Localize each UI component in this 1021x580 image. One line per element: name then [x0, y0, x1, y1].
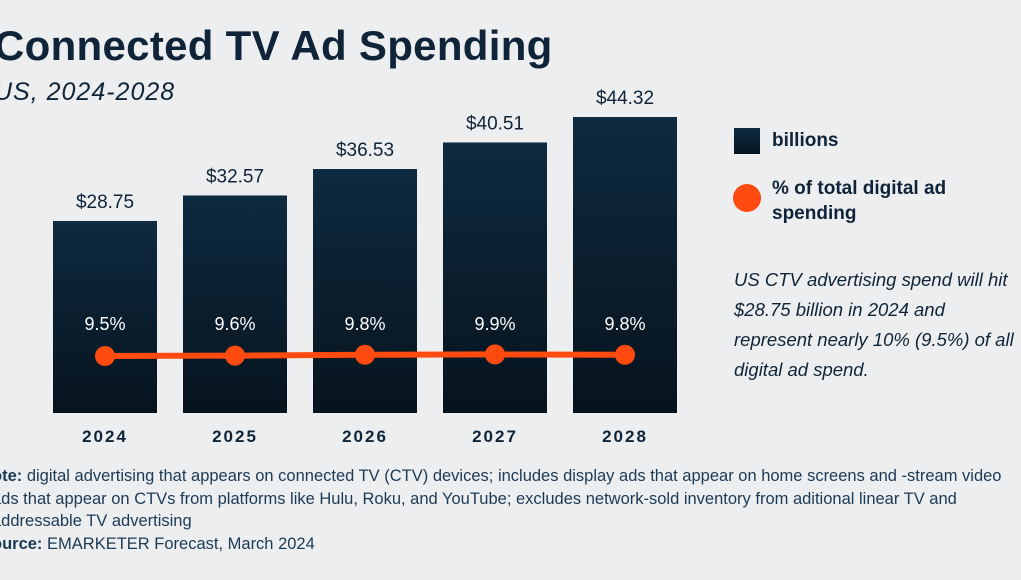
- pct-value-label: 9.9%: [474, 314, 515, 334]
- note-label: ote:: [0, 467, 23, 485]
- chart-title: Connected TV Ad Spending: [0, 22, 553, 69]
- pct-value-label: 9.6%: [214, 314, 255, 334]
- x-tick-label: 2026: [342, 427, 388, 446]
- legend-dot-swatch: [733, 184, 761, 212]
- footnotes: ote: digital advertising that appears on…: [0, 465, 1021, 555]
- source-label: ource:: [0, 534, 43, 553]
- bar: [313, 169, 417, 413]
- note-text: digital advertising that appears on conn…: [0, 467, 1002, 530]
- pct-value-label: 9.8%: [604, 314, 645, 334]
- pct-point: [355, 344, 375, 365]
- bar: [443, 142, 547, 413]
- pct-point: [225, 345, 245, 366]
- pct-point: [95, 346, 115, 366]
- bar-chart: $28.75 $32.57 $36.53 $40.51 $44.32 9.5% 9.6% 9…: [53, 88, 677, 446]
- x-tick-label: 2028: [602, 427, 648, 446]
- bar-value-label: $40.51: [466, 113, 524, 134]
- legend-bars-swatch: [734, 128, 760, 154]
- x-tick-label: 2024: [82, 427, 128, 446]
- bar: [183, 195, 287, 413]
- bar: [53, 220, 157, 413]
- bar-value-label: $28.75: [76, 192, 134, 213]
- source-text: EMARKETER Forecast, March 2024: [42, 534, 315, 553]
- bar-value-label: $36.53: [336, 140, 394, 161]
- legend-pct-label: % of total digital ad spending: [772, 178, 947, 224]
- bar-value-label: $32.57: [206, 166, 264, 187]
- bar: [573, 117, 677, 413]
- pct-point: [615, 344, 635, 365]
- chart-subtitle: US, 2024-2028: [0, 78, 176, 106]
- bar-value-label: $44.32: [596, 88, 654, 109]
- x-tick-label: 2025: [212, 427, 258, 446]
- legend-bars-label: billions: [772, 130, 839, 151]
- pct-value-label: 9.8%: [344, 314, 385, 334]
- x-tick-label: 2027: [472, 427, 518, 446]
- pct-value-label: 9.5%: [84, 314, 125, 334]
- callout-text: US CTV advertising spend will hit $28.75…: [734, 269, 1014, 380]
- pct-point: [485, 344, 505, 365]
